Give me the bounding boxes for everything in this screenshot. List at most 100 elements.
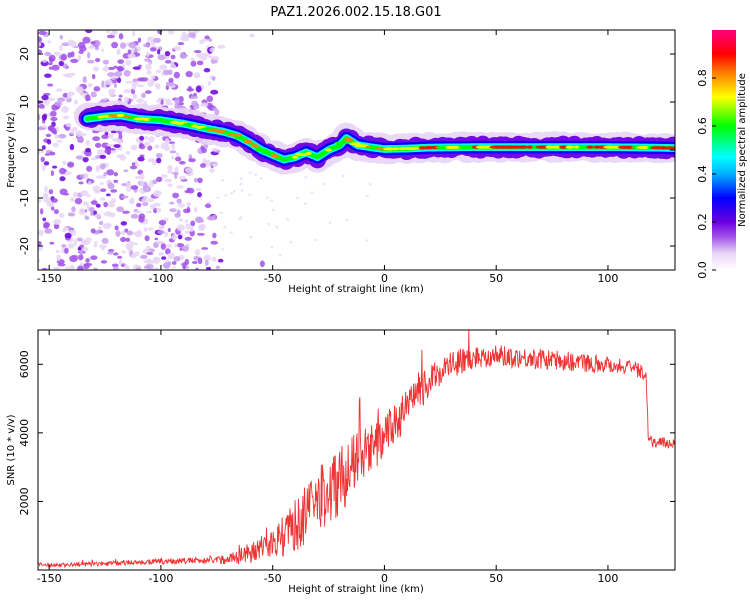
spectrogram-ridge-peak — [270, 154, 280, 158]
spectrogram-noise-blob — [99, 163, 106, 170]
spectrogram-noise-blob — [230, 192, 234, 195]
spectrogram-noise-blob — [193, 177, 198, 183]
spectrogram-noise-blob — [76, 137, 85, 142]
spectrogram-noise-blob — [219, 211, 223, 215]
spectrogram-noise-blob — [345, 218, 349, 222]
spectrogram-ridge-peak — [325, 148, 332, 152]
spectrogram-noise-blob — [113, 83, 118, 88]
colorbar-tick-label: 0.6 — [696, 117, 709, 135]
spectrogram-noise-blob — [131, 162, 136, 166]
spectrogram-noise-blob — [165, 244, 173, 248]
spectrogram-noise-blob — [322, 182, 326, 186]
spectrogram-noise-blob — [213, 55, 219, 61]
spectrogram-noise-blob — [267, 222, 271, 226]
spectrogram-noise-blob — [39, 208, 44, 215]
spectrogram-noise-blob — [143, 259, 149, 264]
spectrogram-noise-blob — [365, 194, 369, 198]
spectrogram-noise-blob — [93, 86, 101, 92]
spectrogram-noise-blob — [53, 218, 62, 225]
spectrogram-noise-blob — [41, 145, 46, 151]
spectrogram-x-tick-label: -150 — [37, 272, 62, 285]
spectrogram-noise-blob — [184, 258, 190, 266]
spectrogram-noise-blob — [176, 185, 184, 189]
spectrogram-noise-blob — [88, 206, 95, 212]
spectrogram-noise-blob — [86, 165, 93, 172]
spectrogram-noise-blob — [164, 50, 171, 57]
spectrogram-noise-blob — [164, 59, 172, 64]
spectrogram-noise-blob — [143, 265, 151, 270]
spectrogram-x-tick-label: 100 — [597, 272, 618, 285]
spectrogram-noise-blob — [138, 216, 145, 223]
spectrogram-noise-blob — [146, 36, 156, 43]
spectrogram-noise-blob — [59, 188, 68, 196]
spectrogram-noise-blob — [197, 224, 204, 231]
spectrogram-noise-blob — [216, 196, 220, 199]
spectrogram-noise-blob — [47, 97, 56, 102]
spectrogram-x-tick-label: -100 — [148, 272, 173, 285]
spectrogram-ridge-peak — [282, 157, 295, 161]
spectrogram-noise-blob — [187, 85, 192, 92]
spectrogram-noise-blob — [146, 210, 152, 214]
spectrogram-noise-blob — [67, 162, 75, 168]
spectrogram-noise-blob — [85, 147, 91, 153]
spectrogram-noise-blob — [289, 240, 293, 244]
spectrogram-noise-blob — [132, 30, 136, 37]
spectrogram-noise-blob — [48, 66, 53, 70]
spectrogram-noise-blob — [259, 260, 265, 268]
spectrogram-noise-blob — [144, 136, 149, 141]
spectrogram-noise-blob — [82, 264, 90, 270]
spectrogram-noise-blob — [149, 204, 156, 210]
spectrogram-noise-blob — [64, 232, 72, 239]
spectrogram-noise-blob — [136, 202, 142, 208]
spectrogram-noise-blob — [107, 132, 114, 139]
spectrogram-noise-blob — [103, 172, 107, 177]
spectrogram-noise-blob — [117, 66, 124, 72]
spectrogram-noise-blob — [69, 264, 75, 270]
spectrogram-noise-blob — [148, 62, 152, 66]
colorbar-label: Normalized spectral amplitude — [737, 73, 748, 227]
spectrogram-noise-blob — [200, 102, 209, 107]
spectrogram-noise-blob — [126, 185, 132, 193]
spectrogram-noise-blob — [185, 223, 191, 230]
snr-x-tick-label: -150 — [37, 572, 62, 585]
spectrogram-noise-blob — [132, 242, 138, 246]
spectrogram-noise-blob — [197, 257, 203, 265]
colorbar-ticks: 0.0 0.2 0.4 0.6 0.8 — [696, 69, 716, 279]
spectrogram-noise-blob — [54, 134, 59, 139]
spectrogram-noise-blob — [85, 139, 91, 146]
spectrogram-noise-blob — [186, 201, 191, 207]
spectrogram-noise-blob — [64, 266, 71, 270]
spectrogram-noise-blob — [145, 63, 152, 71]
spectrogram-noise-blob — [120, 221, 128, 226]
spectrogram-noise-blob — [50, 170, 55, 177]
snr-frame — [37, 329, 676, 571]
spectrogram-noise-blob — [47, 40, 52, 44]
spectrogram-noise-blob — [44, 185, 48, 193]
spectrogram-ridge-peak — [295, 152, 309, 156]
spectrogram-noise-blob — [100, 48, 105, 52]
spectrogram-noise-blob — [202, 52, 211, 57]
spectrogram-noise-blob — [95, 165, 101, 173]
spectrogram-noise-blob — [156, 99, 162, 104]
spectrogram-noise-blob — [190, 220, 196, 227]
spectrogram-noise-blob — [45, 133, 52, 138]
spectrogram-noise-blob — [217, 44, 226, 49]
spectrogram-noise-blob — [177, 42, 185, 46]
spectrogram-noise-blob — [178, 218, 183, 222]
spectrogram-noise-blob — [50, 206, 55, 211]
spectrogram-noise-blob — [270, 245, 274, 249]
snr-x-tick-label: 0 — [381, 572, 388, 585]
spectrogram-noise-blob — [44, 73, 52, 78]
spectrogram-noise-blob — [116, 48, 121, 56]
spectrogram-noise-blob — [190, 95, 198, 100]
spectrogram-noise-blob — [304, 175, 308, 179]
spectrogram-noise-blob — [212, 232, 217, 239]
spectrogram-noise-blob — [220, 248, 224, 251]
spectrogram-noise-blob — [110, 75, 116, 80]
spectrogram-noise-blob — [206, 215, 215, 221]
spectrogram-noise-blob — [101, 80, 105, 88]
spectrogram-noise-blob — [286, 218, 290, 221]
spectrogram-noise-blob — [81, 246, 89, 252]
spectrogram-marks — [38, 30, 675, 270]
spectrogram-ridge-peak — [291, 155, 299, 159]
